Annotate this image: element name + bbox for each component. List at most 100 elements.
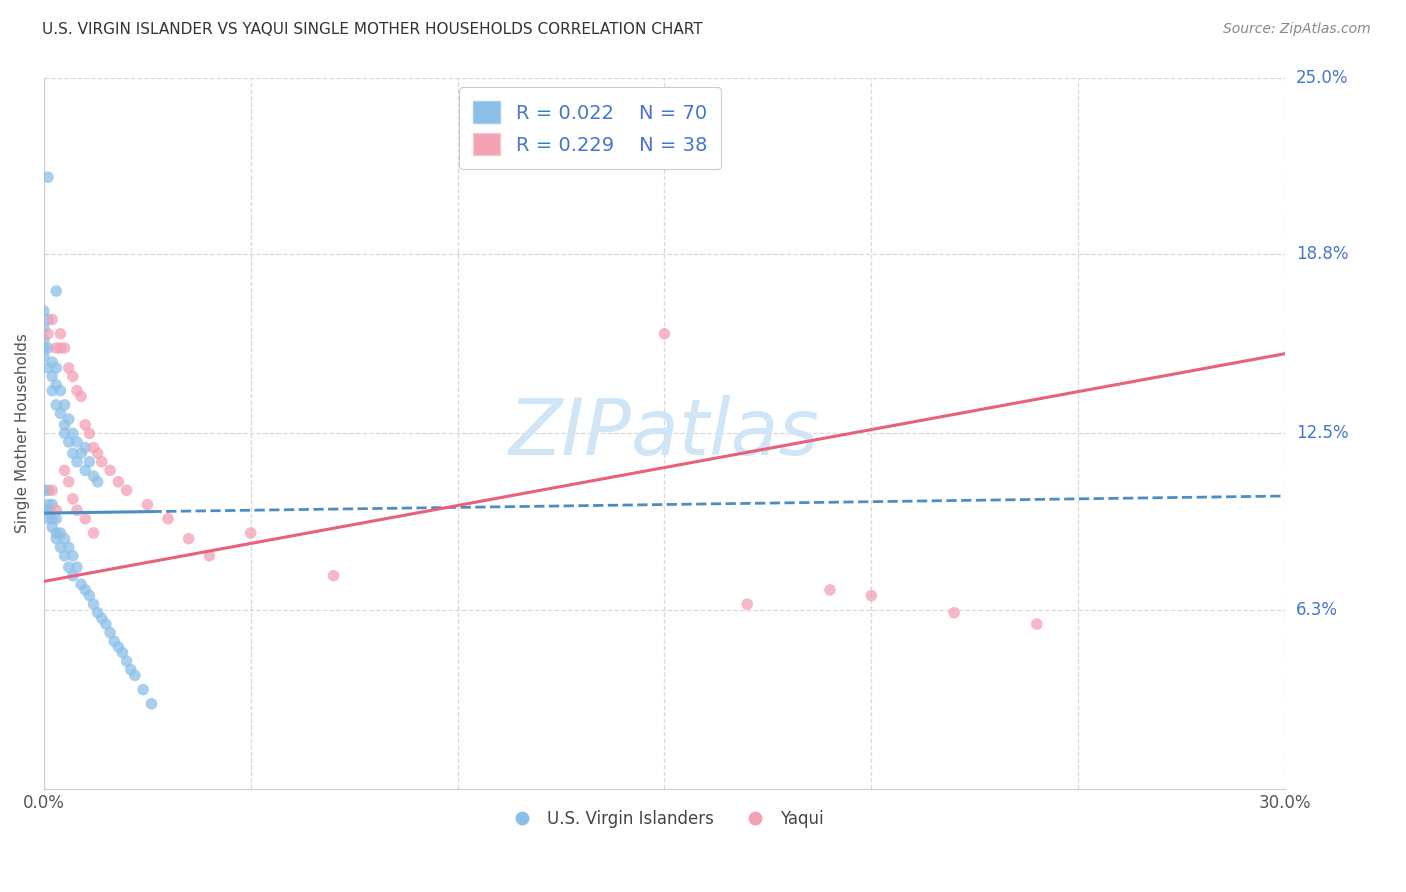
Point [45,378,67,392]
Point [62,446,84,460]
Point [115,654,138,668]
Point [83,469,105,483]
Point [83,441,105,455]
Point [943,606,966,620]
Point [75,512,97,526]
Point [75,582,97,597]
Text: U.S. VIRGIN ISLANDER VS YAQUI SINGLE MOTHER HOUSEHOLDS CORRELATION CHART: U.S. VIRGIN ISLANDER VS YAQUI SINGLE MOT… [42,22,703,37]
Text: 18.8%: 18.8% [1296,245,1348,263]
Point [32,503,55,517]
Point [37,483,59,498]
Point [53,549,76,563]
Point [818,582,841,597]
Point [860,589,883,603]
Point [62,568,84,582]
Point [70,446,93,460]
Point [322,568,344,582]
Point [41,512,63,526]
Point [83,597,105,611]
Point [53,341,76,355]
Point [79,589,101,603]
Point [49,541,72,555]
Point [75,463,97,477]
Point [62,549,84,563]
Point [111,646,134,660]
Point [37,326,59,341]
Point [45,360,67,375]
Text: 25.0%: 25.0% [1296,69,1348,87]
Point [94,617,117,632]
Point [58,541,80,555]
Point [141,697,163,711]
Point [198,549,221,563]
Point [79,426,101,441]
Point [41,498,63,512]
Point [41,312,63,326]
Point [53,463,76,477]
Point [132,682,155,697]
Point [58,412,80,426]
Point [37,341,59,355]
Point [37,498,59,512]
Point [37,312,59,326]
Point [45,503,67,517]
Point [37,512,59,526]
Point [75,417,97,432]
Legend: U.S. Virgin Islanders, Yaqui: U.S. Virgin Islanders, Yaqui [498,803,831,834]
Point [90,611,112,625]
Text: 12.5%: 12.5% [1296,425,1348,442]
Point [45,512,67,526]
Text: Source: ZipAtlas.com: Source: ZipAtlas.com [1223,22,1371,37]
Point [156,512,179,526]
Point [115,483,138,498]
Point [66,384,89,398]
Point [32,321,55,335]
Point [66,455,89,469]
Point [86,606,108,620]
Point [1025,617,1047,632]
Point [124,668,146,682]
Point [37,503,59,517]
Point [70,389,93,403]
Text: 6.3%: 6.3% [1296,601,1339,619]
Point [66,503,89,517]
Point [90,455,112,469]
Point [53,426,76,441]
Point [45,398,67,412]
Point [98,463,121,477]
Point [53,532,76,546]
Point [53,417,76,432]
Point [58,475,80,489]
Point [41,483,63,498]
Point [79,455,101,469]
Point [107,640,129,654]
Point [32,333,55,347]
Point [66,560,89,574]
Point [45,526,67,541]
Point [86,446,108,460]
Point [41,369,63,384]
Point [75,441,97,455]
Point [41,520,63,534]
Point [58,434,80,449]
Point [37,170,59,185]
Point [66,434,89,449]
Point [49,407,72,421]
Point [177,532,200,546]
Point [37,360,59,375]
Point [58,560,80,574]
Point [32,350,55,364]
Point [98,625,121,640]
Point [58,360,80,375]
Point [70,577,93,591]
Point [62,426,84,441]
Point [53,398,76,412]
Point [45,284,67,298]
Point [32,341,55,355]
Point [136,498,159,512]
Point [120,663,142,677]
Point [49,341,72,355]
Point [107,475,129,489]
Point [83,526,105,541]
Point [41,384,63,398]
